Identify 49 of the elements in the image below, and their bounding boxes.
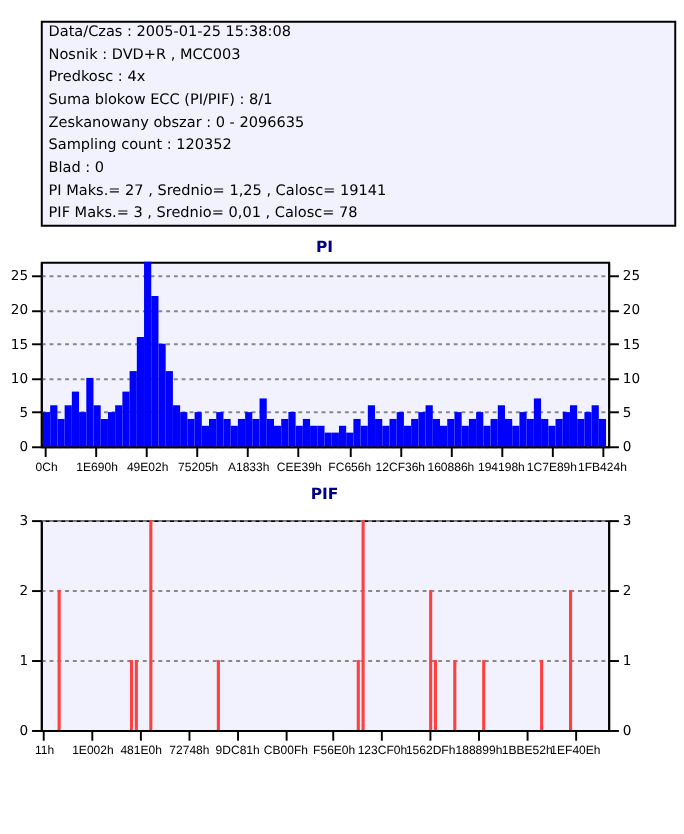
bar <box>187 418 195 447</box>
bar <box>180 412 188 447</box>
bar <box>411 418 419 447</box>
bar <box>476 412 484 447</box>
bar <box>230 425 238 447</box>
bar <box>389 418 397 447</box>
bar <box>86 377 94 447</box>
bar <box>245 412 253 447</box>
bar <box>50 405 58 447</box>
bar <box>281 418 289 447</box>
bar <box>338 425 347 447</box>
bar <box>259 398 267 447</box>
bar <box>223 418 231 447</box>
bar <box>447 418 455 447</box>
bar <box>555 418 563 447</box>
bar <box>273 425 282 447</box>
bar <box>533 398 542 447</box>
bar <box>310 425 318 447</box>
bar <box>144 261 152 447</box>
bar <box>562 412 570 447</box>
bar <box>237 418 246 447</box>
bar <box>569 405 578 447</box>
bar <box>468 418 477 447</box>
bar <box>42 412 51 447</box>
bar <box>382 425 390 447</box>
bar <box>288 412 296 447</box>
bar <box>302 418 311 447</box>
bar <box>216 412 224 447</box>
bar <box>317 425 325 447</box>
bar <box>324 432 332 447</box>
bar <box>209 418 217 447</box>
bar <box>418 412 426 447</box>
bar <box>353 418 361 447</box>
bar <box>367 405 376 447</box>
bar <box>548 425 556 447</box>
bar <box>454 412 462 447</box>
bar <box>194 412 202 447</box>
bar <box>425 405 433 447</box>
bar <box>71 391 80 447</box>
bar <box>497 405 505 447</box>
bar <box>591 405 599 447</box>
bar <box>331 432 339 447</box>
chart-title: PIF <box>310 484 339 503</box>
bar <box>584 412 592 447</box>
bar <box>396 412 404 447</box>
chart-title: PI <box>315 237 334 256</box>
bar <box>107 412 116 447</box>
bar <box>440 425 448 447</box>
bar <box>519 412 527 447</box>
